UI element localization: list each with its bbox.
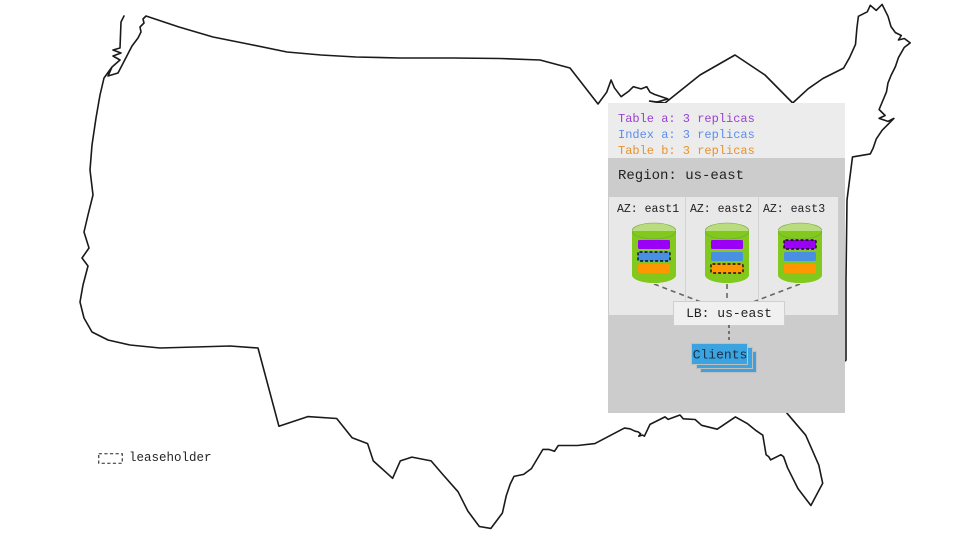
svg-text:Clients: Clients [693,348,748,363]
